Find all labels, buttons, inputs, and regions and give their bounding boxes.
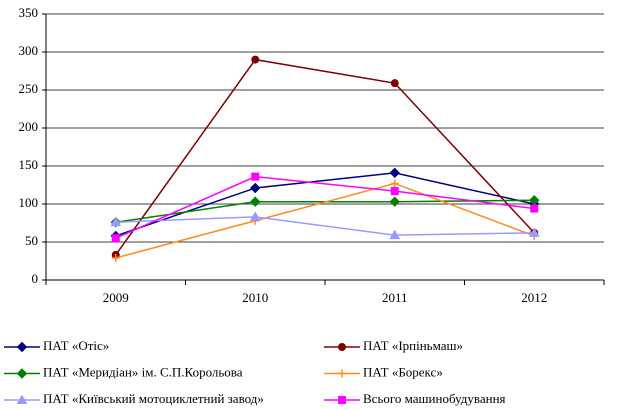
x-tick-label: 2009 — [103, 290, 129, 305]
data-point — [390, 79, 399, 88]
data-point — [251, 55, 260, 64]
series-line — [115, 175, 535, 239]
data-point — [250, 196, 261, 207]
data-point — [111, 253, 120, 262]
data-point — [250, 182, 261, 194]
legend-label: Всього машинобудування — [363, 391, 506, 406]
y-tick-label: 100 — [19, 195, 39, 210]
series-line — [115, 58, 535, 256]
data-point — [111, 234, 120, 243]
x-tick-label: 2010 — [242, 290, 268, 305]
legend-label: ПАТ «Київський мотоциклетний завод» — [43, 391, 264, 406]
legend-label: ПАТ «Меридіан» ім. С.П.Корольова — [43, 364, 243, 379]
y-tick-label: 150 — [19, 157, 39, 172]
legend-marker — [338, 343, 346, 351]
data-point — [530, 204, 539, 213]
y-tick-label: 250 — [19, 81, 39, 96]
data-point — [110, 216, 122, 227]
legend-label: ПАТ «Борекс» — [363, 364, 443, 379]
legend-marker — [16, 368, 28, 379]
data-point — [528, 227, 540, 237]
x-tick-label: 2011 — [382, 290, 408, 305]
legend-label: ПАТ «Отіс» — [43, 338, 109, 353]
y-tick-label: 350 — [19, 5, 39, 20]
series-line — [115, 216, 535, 236]
data-point — [389, 167, 400, 179]
y-tick-label: 50 — [25, 233, 38, 248]
y-tick-label: 200 — [19, 119, 39, 134]
data-point — [389, 196, 400, 207]
data-point — [389, 229, 401, 240]
legend-marker — [338, 369, 346, 378]
legend-marker — [16, 341, 28, 353]
x-tick-label: 2012 — [521, 290, 547, 305]
data-point — [249, 211, 261, 221]
y-tick-label: 0 — [32, 271, 39, 286]
legend-marker — [16, 394, 28, 404]
legend-marker — [338, 396, 346, 404]
series-line — [115, 182, 535, 259]
data-point — [390, 179, 399, 188]
data-point — [251, 172, 260, 181]
y-tick-label: 300 — [19, 43, 39, 58]
data-point — [390, 187, 399, 196]
legend-label: ПАТ «Ірпіньмаш» — [363, 338, 463, 353]
